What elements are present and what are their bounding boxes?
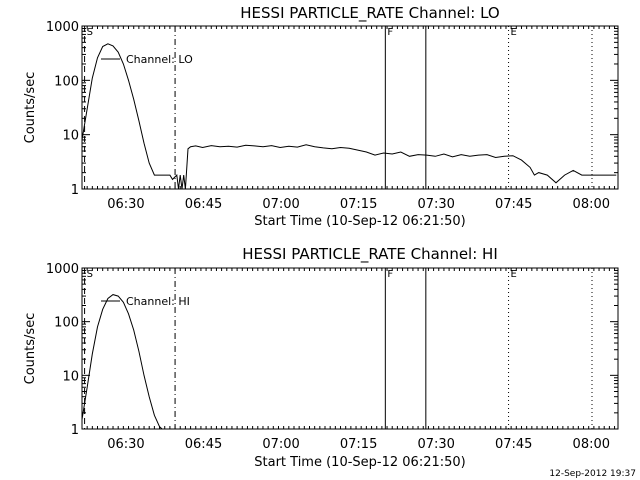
event-marker-label: E — [511, 27, 517, 38]
series-line — [81, 294, 163, 430]
y-tick-label: 1 — [71, 183, 79, 198]
x-tick-label: 07:15 — [340, 197, 377, 212]
y-axis-label: Counts/sec — [23, 72, 38, 144]
panel-channel-hi: HESSI PARTICLE_RATE Channel: HI Start Tim… — [23, 245, 619, 470]
x-tick-label: 07:30 — [417, 197, 454, 212]
event-marker-label: S — [87, 269, 93, 280]
y-tick-label: 1000 — [46, 262, 79, 277]
y-tick-label: 100 — [54, 74, 79, 89]
plot-frame — [81, 267, 619, 430]
x-tick-label: 07:00 — [262, 437, 299, 452]
y-tick-label: 10 — [62, 369, 79, 384]
plot-frame — [81, 25, 619, 190]
x-tick-label: 06:45 — [185, 437, 222, 452]
chart-title: HESSI PARTICLE_RATE Channel: HI — [242, 245, 498, 264]
x-tick-label: 07:30 — [417, 437, 454, 452]
y-tick-label: 1000 — [46, 20, 79, 35]
x-axis-label: Start Time (10-Sep-12 06:21:50) — [254, 214, 465, 229]
event-marker-label: F — [387, 27, 393, 38]
event-marker-label: F — [387, 269, 393, 280]
y-tick-label: 10 — [62, 129, 79, 144]
legend-label: Channel: LO — [126, 53, 193, 66]
x-tick-label: 07:15 — [340, 437, 377, 452]
x-tick-label: 07:45 — [495, 437, 532, 452]
panel-channel-lo: HESSI PARTICLE_RATE Channel: LO Start Tim… — [23, 4, 619, 229]
x-tick-label: 08:00 — [573, 437, 610, 452]
x-tick-label: 08:00 — [573, 197, 610, 212]
series-line — [81, 43, 617, 190]
x-axis-label: Start Time (10-Sep-12 06:21:50) — [254, 455, 465, 470]
x-tick-label: 06:30 — [107, 197, 144, 212]
y-tick-label: 100 — [54, 316, 79, 331]
x-tick-label: 07:00 — [262, 197, 299, 212]
event-marker-label: S — [87, 27, 93, 38]
x-tick-label: 06:45 — [185, 197, 222, 212]
x-tick-label: 06:30 — [107, 437, 144, 452]
chart-title: HESSI PARTICLE_RATE Channel: LO — [240, 4, 499, 23]
y-axis-label: Counts/sec — [23, 313, 38, 385]
footer-timestamp: 12-Sep-2012 19:37 — [549, 469, 636, 479]
event-marker-label: E — [511, 269, 517, 280]
legend-label: Channel: HI — [126, 295, 190, 308]
y-tick-label: 1 — [71, 423, 79, 438]
x-tick-label: 07:45 — [495, 197, 532, 212]
